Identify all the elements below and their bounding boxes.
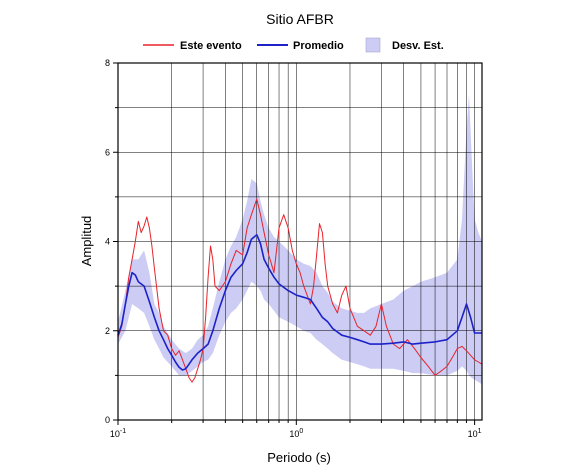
y-tick-label: 6 bbox=[105, 147, 110, 157]
x-tick-base: 10 bbox=[468, 429, 478, 439]
x-tick-exponent: 1 bbox=[478, 428, 482, 435]
series-line-promedio bbox=[117, 234, 482, 371]
legend-label-desv-est: Desv. Est. bbox=[392, 40, 444, 52]
x-axis-label: Periodo (s) bbox=[267, 450, 331, 465]
std-dev-band bbox=[118, 94, 482, 385]
legend: Este evento Promedio Desv. Est. bbox=[143, 37, 444, 53]
x-tick-exponent: -1 bbox=[120, 428, 126, 435]
x-tick-exponent: 0 bbox=[299, 428, 303, 435]
x-tick-label: 100 bbox=[289, 428, 303, 439]
x-tick-label: 10-1 bbox=[110, 428, 126, 439]
y-axis-label: Amplitud bbox=[79, 216, 94, 267]
grid bbox=[117, 63, 482, 420]
y-tick-label: 4 bbox=[105, 237, 110, 247]
y-tick-label: 2 bbox=[105, 326, 110, 336]
legend-label-este-evento: Este evento bbox=[180, 40, 242, 52]
x-tick-base: 10 bbox=[110, 429, 120, 439]
y-tick-label: 8 bbox=[105, 58, 110, 68]
legend-label-promedio: Promedio bbox=[293, 40, 344, 52]
x-tick-label: 101 bbox=[468, 428, 482, 439]
y-tick-label: 0 bbox=[105, 415, 110, 425]
x-tick-base: 10 bbox=[289, 429, 299, 439]
chart-title: Sitio AFBR bbox=[266, 11, 334, 27]
legend-swatch-desv-est bbox=[365, 37, 381, 53]
